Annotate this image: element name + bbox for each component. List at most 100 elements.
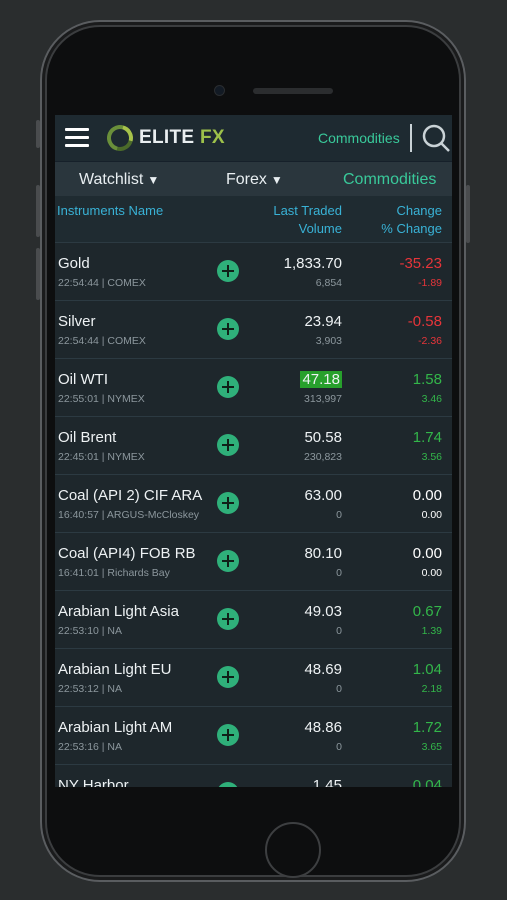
instrument-name: Gold — [58, 255, 90, 272]
volume-value: 3,903 — [315, 335, 342, 347]
app-screen: ELITE FX Commodities Watchlist ▼ Forex ▼ C… — [55, 115, 452, 787]
pct-change-value: 3.65 — [421, 741, 442, 753]
instrument-meta: 22:45:01 | NYMEX — [58, 451, 145, 463]
volume-value: 0 — [336, 625, 342, 637]
table-row[interactable]: NY Harbor 1.45 0.04 — [55, 765, 452, 787]
table-row[interactable]: Coal (API 2) CIF ARA 16:40:57 | ARGUS-Mc… — [55, 475, 452, 533]
last-traded-value: 63.00 — [304, 487, 342, 504]
table-row[interactable]: Oil Brent 22:45:01 | NYMEX 50.58 230,823… — [55, 417, 452, 475]
change-value: 1.58 — [412, 371, 442, 388]
add-icon[interactable] — [217, 260, 239, 282]
table-row[interactable]: Oil WTI 22:55:01 | NYMEX 47.18 313,997 1… — [55, 359, 452, 417]
add-icon[interactable] — [217, 608, 239, 630]
col-volume[interactable]: Volume — [298, 221, 342, 236]
last-traded-value: 80.10 — [304, 545, 342, 562]
last-traded-value: 47.18 — [300, 371, 342, 388]
tab-label: Commodities — [343, 171, 437, 188]
pct-change-value: 0.00 — [421, 567, 442, 579]
pct-change-value: 3.46 — [421, 393, 442, 405]
side-button — [466, 185, 470, 243]
add-icon[interactable] — [217, 434, 239, 456]
instrument-name: Coal (API4) FOB RB — [58, 545, 196, 562]
change-value: 0.00 — [412, 545, 442, 562]
last-traded-value: 48.69 — [304, 661, 342, 678]
header-section-label: Commodities — [318, 130, 400, 146]
instrument-name: Arabian Light EU — [58, 661, 172, 678]
add-icon[interactable] — [217, 492, 239, 514]
instrument-name: NY Harbor — [58, 777, 129, 787]
instrument-name: Coal (API 2) CIF ARA — [58, 487, 203, 504]
instrument-name: Arabian Light Asia — [58, 603, 179, 620]
search-icon[interactable] — [421, 123, 451, 153]
logo-text: ELITE FX — [139, 127, 225, 149]
change-value: 1.74 — [412, 429, 442, 446]
add-icon[interactable] — [217, 724, 239, 746]
logo-mark-icon — [102, 120, 138, 156]
last-traded-value: 1,833.70 — [283, 255, 342, 272]
triangle-down-icon: ▼ — [147, 173, 160, 187]
instrument-name: Oil Brent — [58, 429, 117, 446]
change-value: -0.58 — [407, 313, 442, 330]
volume-value: 230,823 — [304, 451, 342, 463]
tab-forex[interactable]: Forex ▼ — [226, 171, 283, 189]
instrument-name: Arabian Light AM — [58, 719, 173, 736]
change-value: 0.00 — [412, 487, 442, 504]
col-change[interactable]: Change — [396, 203, 442, 218]
change-value: 1.04 — [412, 661, 442, 678]
tab-commodities[interactable]: Commodities — [343, 171, 436, 189]
table-row[interactable]: Gold 22:54:44 | COMEX 1,833.70 6,854 -35… — [55, 243, 452, 301]
add-icon[interactable] — [217, 550, 239, 572]
pct-change-value: 2.18 — [421, 683, 442, 695]
tab-watchlist[interactable]: Watchlist ▼ — [79, 171, 159, 189]
add-icon[interactable] — [217, 666, 239, 688]
change-value: 0.67 — [412, 603, 442, 620]
logo-text-main: ELITE — [139, 127, 195, 148]
change-value: -35.23 — [399, 255, 442, 272]
column-headers: Instruments Name Last Traded Volume Chan… — [55, 196, 452, 243]
last-traded-value: 23.94 — [304, 313, 342, 330]
category-tabs: Watchlist ▼ Forex ▼ Commodities — [55, 162, 452, 196]
header-divider — [410, 124, 412, 152]
side-button — [36, 248, 40, 300]
instrument-name: Oil WTI — [58, 371, 108, 388]
camera-icon — [215, 86, 224, 95]
col-last-traded[interactable]: Last Traded — [273, 203, 342, 218]
last-traded-value: 48.86 — [304, 719, 342, 736]
menu-icon[interactable] — [65, 128, 89, 148]
instrument-name: Silver — [58, 313, 96, 330]
table-row[interactable]: Silver 22:54:44 | COMEX 23.94 3,903 -0.5… — [55, 301, 452, 359]
add-icon[interactable] — [217, 782, 239, 787]
instrument-meta: 16:41:01 | Richards Bay — [58, 567, 170, 579]
instrument-meta: 22:54:44 | COMEX — [58, 335, 146, 347]
table-row[interactable]: Coal (API4) FOB RB 16:41:01 | Richards B… — [55, 533, 452, 591]
instrument-meta: 22:53:16 | NA — [58, 741, 123, 753]
pct-change-value: -1.89 — [418, 277, 442, 289]
pct-change-value: 1.39 — [421, 625, 442, 637]
col-instruments-name[interactable]: Instruments Name — [57, 203, 164, 218]
col-pct-change[interactable]: % Change — [381, 221, 442, 236]
instrument-meta: 22:55:01 | NYMEX — [58, 393, 145, 405]
home-button[interactable] — [265, 822, 321, 878]
last-traded-value: 1.45 — [312, 777, 342, 787]
instrument-meta: 22:54:44 | COMEX — [58, 277, 146, 289]
volume-value: 0 — [336, 509, 342, 521]
logo: ELITE FX — [102, 120, 225, 156]
volume-value: 6,854 — [315, 277, 342, 289]
volume-value: 0 — [336, 741, 342, 753]
speaker-grille — [253, 88, 333, 94]
side-button — [36, 185, 40, 237]
app-header: ELITE FX Commodities — [55, 115, 452, 162]
table-row[interactable]: Arabian Light Asia 22:53:10 | NA 49.03 0… — [55, 591, 452, 649]
triangle-down-icon: ▼ — [270, 173, 283, 187]
add-icon[interactable] — [217, 376, 239, 398]
table-row[interactable]: Arabian Light EU 22:53:12 | NA 48.69 0 1… — [55, 649, 452, 707]
change-value: 1.72 — [412, 719, 442, 736]
logo-text-accent: FX — [199, 127, 225, 148]
volume-value: 313,997 — [304, 393, 342, 405]
table-row[interactable]: Arabian Light AM 22:53:16 | NA 48.86 0 1… — [55, 707, 452, 765]
side-button — [36, 120, 40, 148]
add-icon[interactable] — [217, 318, 239, 340]
pct-change-value: 0.00 — [421, 509, 442, 521]
pct-change-value: -2.36 — [418, 335, 442, 347]
pct-change-value: 3.56 — [421, 451, 442, 463]
